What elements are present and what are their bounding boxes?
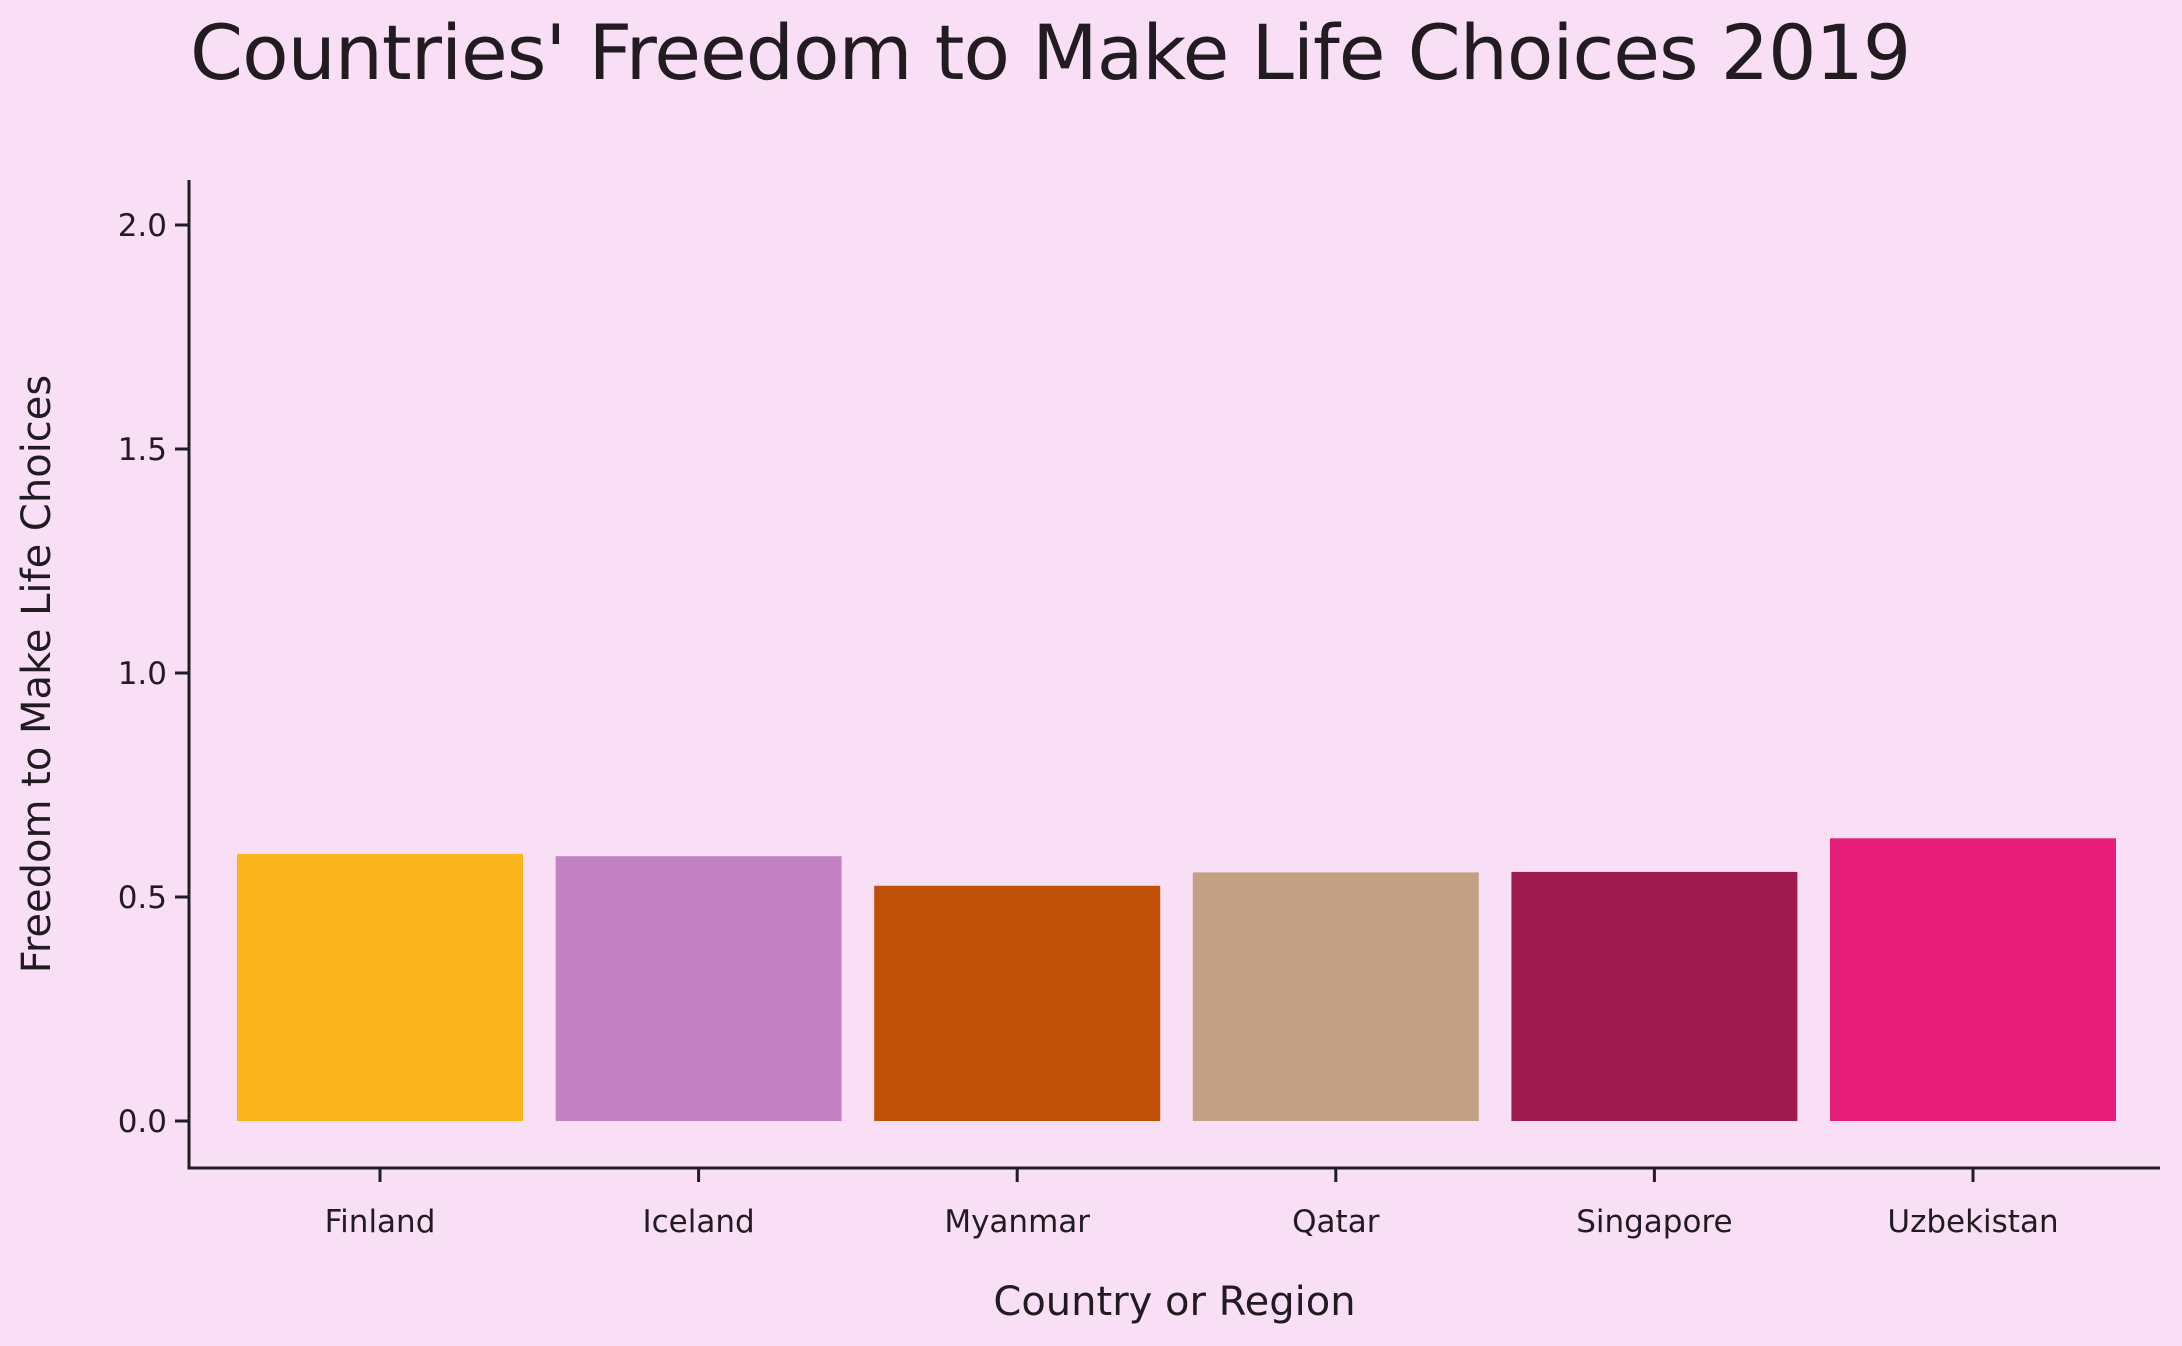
y-tick-label-3: 1.5 xyxy=(118,432,167,468)
y-tick-label-4: 2.0 xyxy=(118,208,167,244)
y-tick-label-1: 0.5 xyxy=(118,880,167,916)
bar-singapore xyxy=(1511,871,1798,1121)
x-tick-label-singapore: Singapore xyxy=(1576,1204,1732,1240)
x-tick-label-iceland: Iceland xyxy=(642,1204,754,1240)
chart-title: Countries' Freedom to Make Life Choices … xyxy=(190,8,1911,97)
x-tick-label-uzbekistan: Uzbekistan xyxy=(1887,1204,2058,1240)
x-tick-label-myanmar: Myanmar xyxy=(944,1204,1090,1240)
bar-myanmar xyxy=(874,885,1161,1121)
x-tick-label-finland: Finland xyxy=(325,1204,436,1240)
y-axis-title: Freedom to Make Life Choices xyxy=(14,375,60,974)
bar-iceland xyxy=(555,856,842,1121)
bars-group xyxy=(237,838,2116,1121)
bar-finland xyxy=(237,854,523,1121)
x-tick-label-qatar: Qatar xyxy=(1292,1204,1380,1240)
x-axis-title: Country or Region xyxy=(993,1279,1355,1325)
bar-uzbekistan xyxy=(1830,838,2116,1121)
x-axis-ticks: Finland Iceland Myanmar Qatar Singapore Uzbek… xyxy=(325,1168,2059,1240)
y-tick-label-0: 0.0 xyxy=(118,1104,167,1140)
bar-qatar xyxy=(1192,872,1479,1121)
y-axis-ticks: 0.0 0.5 1.0 1.5 2.0 xyxy=(118,208,189,1140)
y-tick-label-2: 1.0 xyxy=(118,656,167,692)
